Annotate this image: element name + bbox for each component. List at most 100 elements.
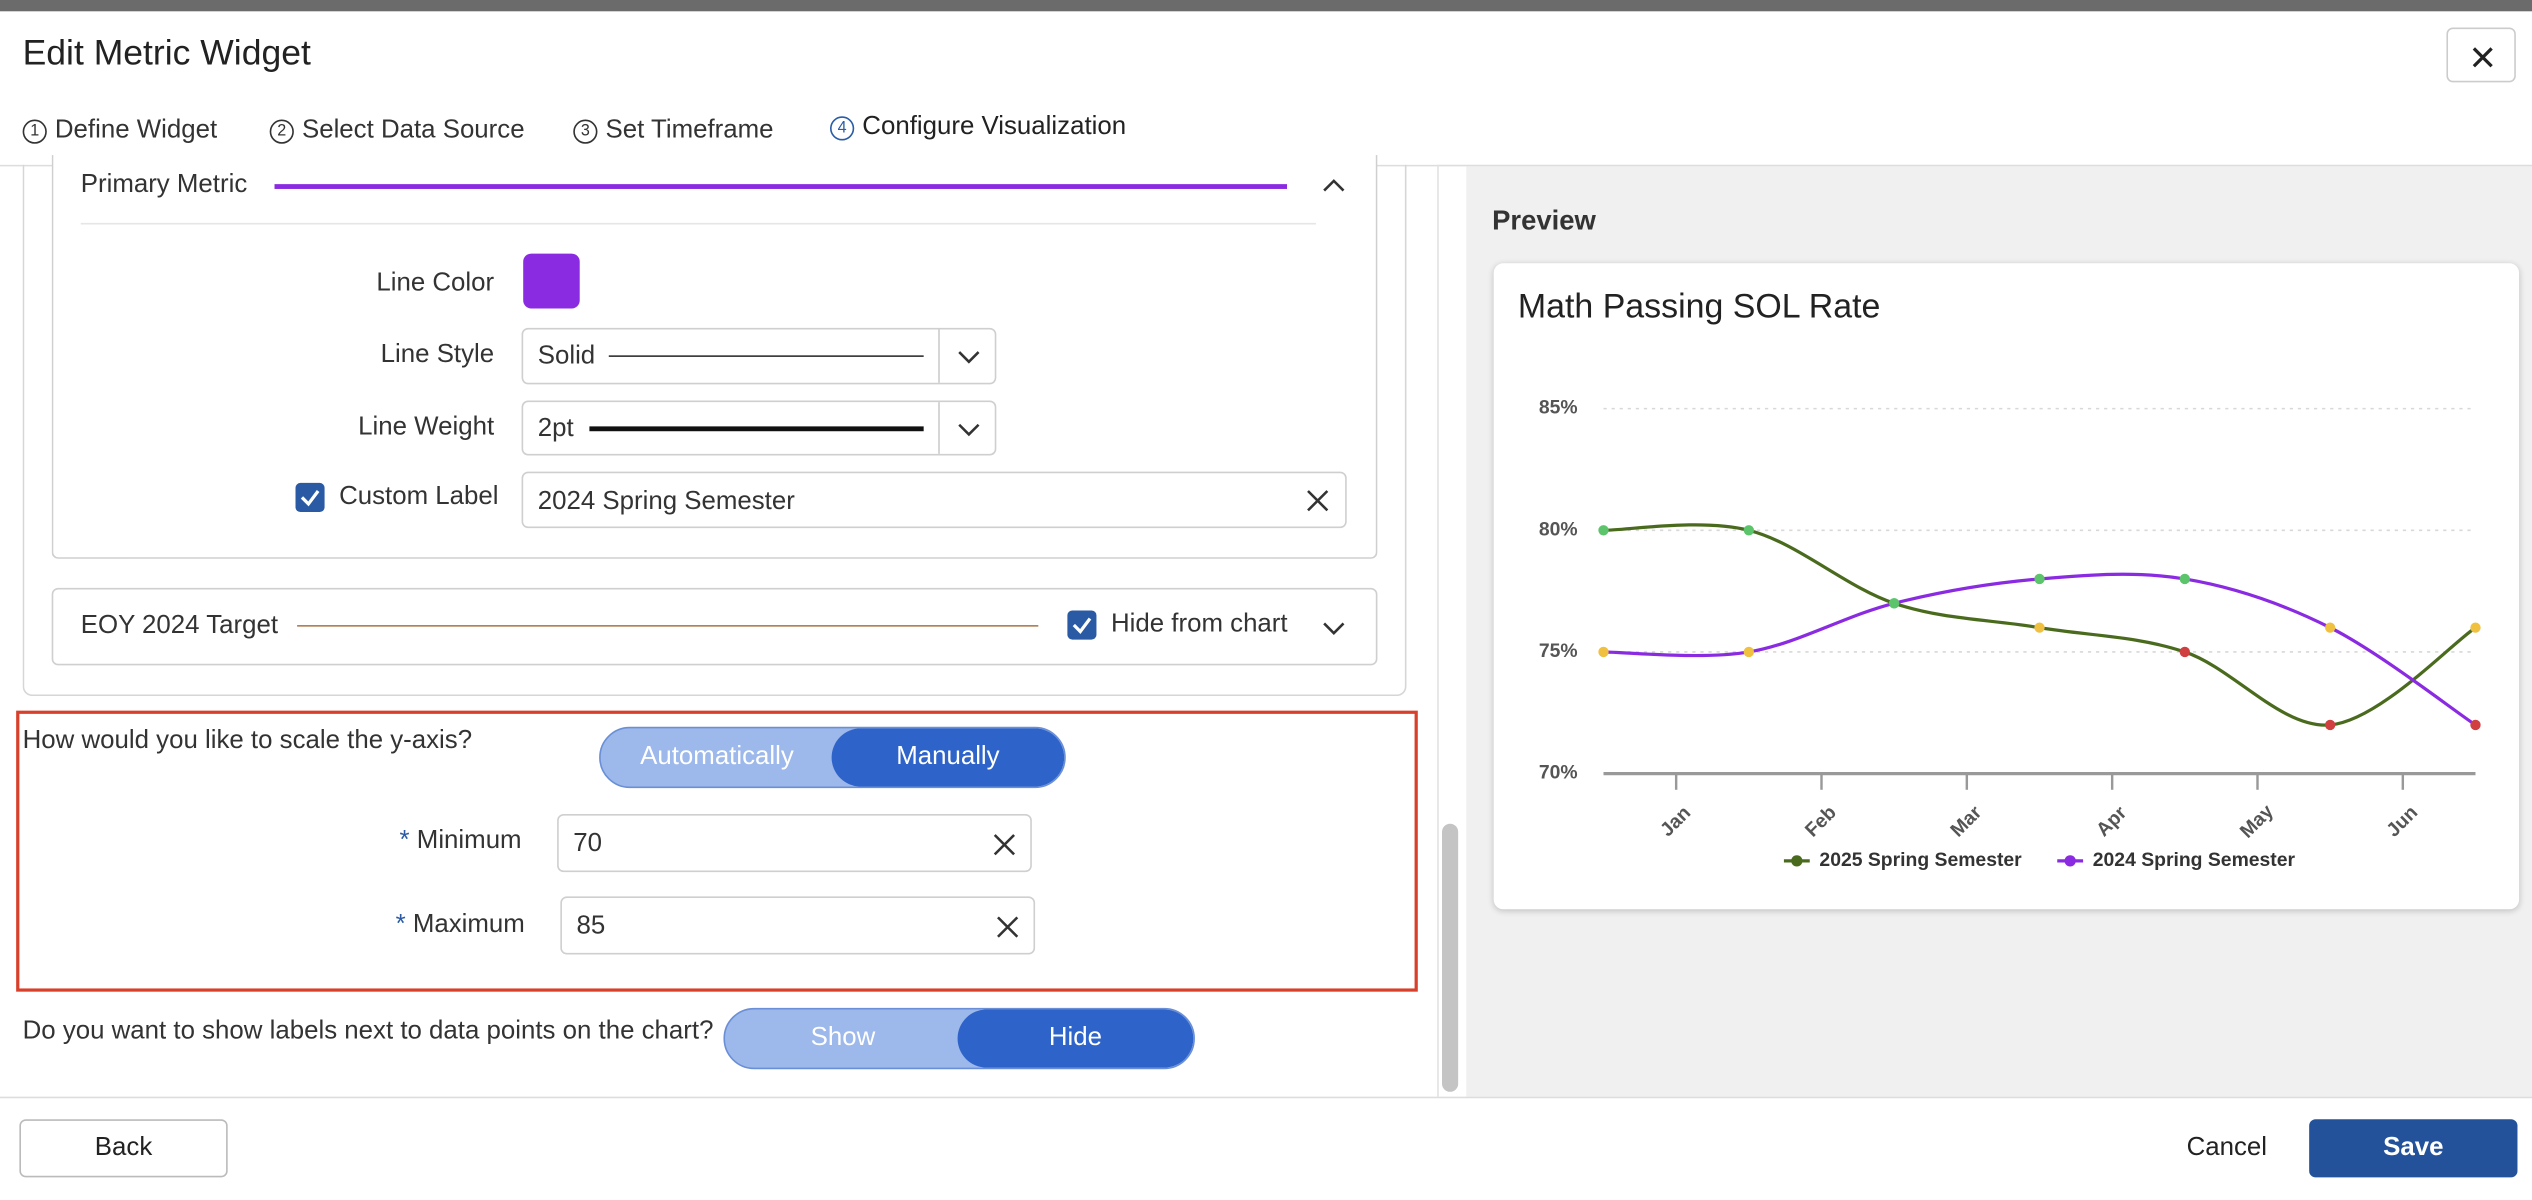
- x-tick-label: May: [2236, 800, 2278, 842]
- data-point: [2324, 622, 2336, 633]
- divider: [1437, 164, 1439, 1097]
- x-tick-label: Apr: [2092, 802, 2131, 841]
- maximum-input[interactable]: 85: [560, 896, 1036, 955]
- line-style-select[interactable]: Solid: [521, 327, 997, 385]
- legend-marker: [2064, 855, 2076, 867]
- label-text: Maximum: [412, 910, 525, 939]
- input-value: 85: [576, 912, 606, 940]
- data-point: [1743, 646, 1754, 658]
- y-tick-label: 80%: [1539, 518, 1578, 540]
- clear-icon[interactable]: [996, 916, 1019, 939]
- labels-toggle: Show Hide: [723, 1007, 1195, 1070]
- y-tick-label: 70%: [1539, 762, 1578, 784]
- clear-icon[interactable]: [993, 833, 1016, 856]
- data-point: [2470, 622, 2481, 633]
- scale-toggle: Automatically Manually: [599, 726, 1066, 789]
- field-label: * Minimum: [323, 827, 522, 856]
- line-preview: [274, 184, 1287, 189]
- collapse-icon[interactable]: [1321, 174, 1347, 197]
- input-value: 2024 Spring Semester: [537, 487, 795, 516]
- input-value: 70: [573, 830, 602, 858]
- field-label: Line Weight: [358, 413, 495, 441]
- line-preview: [297, 625, 1039, 627]
- field-label: Line Style: [380, 340, 495, 369]
- divider: [80, 222, 1317, 225]
- tab[interactable]: 1 Define Widget: [22, 116, 218, 145]
- tab[interactable]: 3 Set Timeframe: [573, 116, 774, 145]
- save-button[interactable]: Save: [2309, 1119, 2518, 1178]
- toggle-option[interactable]: Show: [810, 1023, 876, 1052]
- close-icon: [2472, 47, 2493, 68]
- question: How would you like to scale the y-axis?: [22, 726, 473, 755]
- scrollbar-thumb[interactable]: [1442, 823, 1459, 1092]
- section-title: EOY 2024 Target: [80, 612, 279, 640]
- custom-label-input[interactable]: 2024 Spring Semester: [521, 471, 1347, 529]
- chart-title: Math Passing SOL Rate: [1518, 287, 1880, 325]
- data-point: [2324, 719, 2336, 731]
- chart-card: [1493, 263, 2520, 910]
- legend-label: 2025 Spring Semester: [1819, 849, 2022, 871]
- separator: [938, 402, 940, 454]
- separator: [938, 329, 940, 383]
- style-sample: [608, 355, 924, 357]
- required-mark: *: [399, 826, 410, 855]
- tab-number: 1: [22, 119, 47, 144]
- tab-label: Select Data Source: [301, 116, 525, 144]
- line-weight-select[interactable]: 2pt: [521, 400, 997, 456]
- data-point: [2470, 719, 2481, 731]
- data-point: [2179, 646, 2190, 658]
- minimum-input[interactable]: 70: [557, 814, 1032, 873]
- tab[interactable]: 2 Select Data Source: [269, 116, 525, 145]
- metrics-group: [22, 145, 1407, 697]
- field-label: Line Color: [376, 269, 495, 298]
- clear-icon[interactable]: [1306, 489, 1329, 512]
- toggle-option[interactable]: Automatically: [640, 742, 794, 771]
- checkbox-label: Hide from chart: [1110, 610, 1288, 638]
- data-point: [2034, 622, 2045, 633]
- tab-label: Configure Visualization: [862, 113, 1127, 141]
- back-button[interactable]: Back: [19, 1119, 228, 1178]
- preview-title: Preview: [1492, 205, 1596, 236]
- x-tick-label: Feb: [1801, 801, 1841, 841]
- checkbox[interactable]: [295, 482, 325, 512]
- highlight-box: [16, 710, 1418, 992]
- divider: [0, 1096, 2532, 1099]
- section-title: Primary Metric: [80, 171, 248, 199]
- required-mark: *: [395, 910, 406, 939]
- x-tick-label: Jun: [2382, 802, 2422, 842]
- legend-label: 2024 Spring Semester: [2093, 849, 2296, 871]
- series-line: [1603, 572, 2477, 727]
- weight-sample: [589, 426, 924, 432]
- tab-label: Set Timeframe: [605, 116, 774, 144]
- data-point: [2034, 573, 2045, 585]
- expand-icon[interactable]: [1321, 617, 1347, 640]
- toggle-option[interactable]: Manually: [831, 728, 1065, 787]
- checkbox[interactable]: [1067, 610, 1097, 640]
- label-text: Minimum: [416, 826, 522, 855]
- dropdown-icon: [958, 351, 980, 364]
- data-point: [1598, 646, 1609, 658]
- dropdown-icon: [958, 423, 980, 437]
- field-label: * Maximum: [323, 911, 525, 940]
- cancel-button[interactable]: Cancel: [2186, 1133, 2268, 1162]
- data-point: [1888, 598, 1900, 609]
- question: Do you want to show labels next to data …: [22, 1017, 714, 1045]
- eoy-target-panel: [51, 587, 1378, 666]
- tab-number: 3: [573, 119, 598, 144]
- tab-label: Define Widget: [54, 116, 218, 144]
- toggle-option[interactable]: Hide: [957, 1009, 1194, 1068]
- y-tick-label: 85%: [1539, 397, 1578, 419]
- legend-marker: [1791, 855, 1803, 867]
- select-value: 2pt: [537, 415, 574, 443]
- tab-number: 2: [269, 119, 294, 144]
- select-value: Solid: [537, 342, 596, 370]
- check-mark: [300, 490, 320, 507]
- data-point: [1743, 525, 1754, 536]
- tab[interactable]: 4 Configure Visualization: [830, 113, 1126, 142]
- color-swatch[interactable]: [523, 253, 580, 309]
- close-button[interactable]: [2446, 27, 2516, 83]
- modal-title: Edit Metric Widget: [22, 32, 311, 73]
